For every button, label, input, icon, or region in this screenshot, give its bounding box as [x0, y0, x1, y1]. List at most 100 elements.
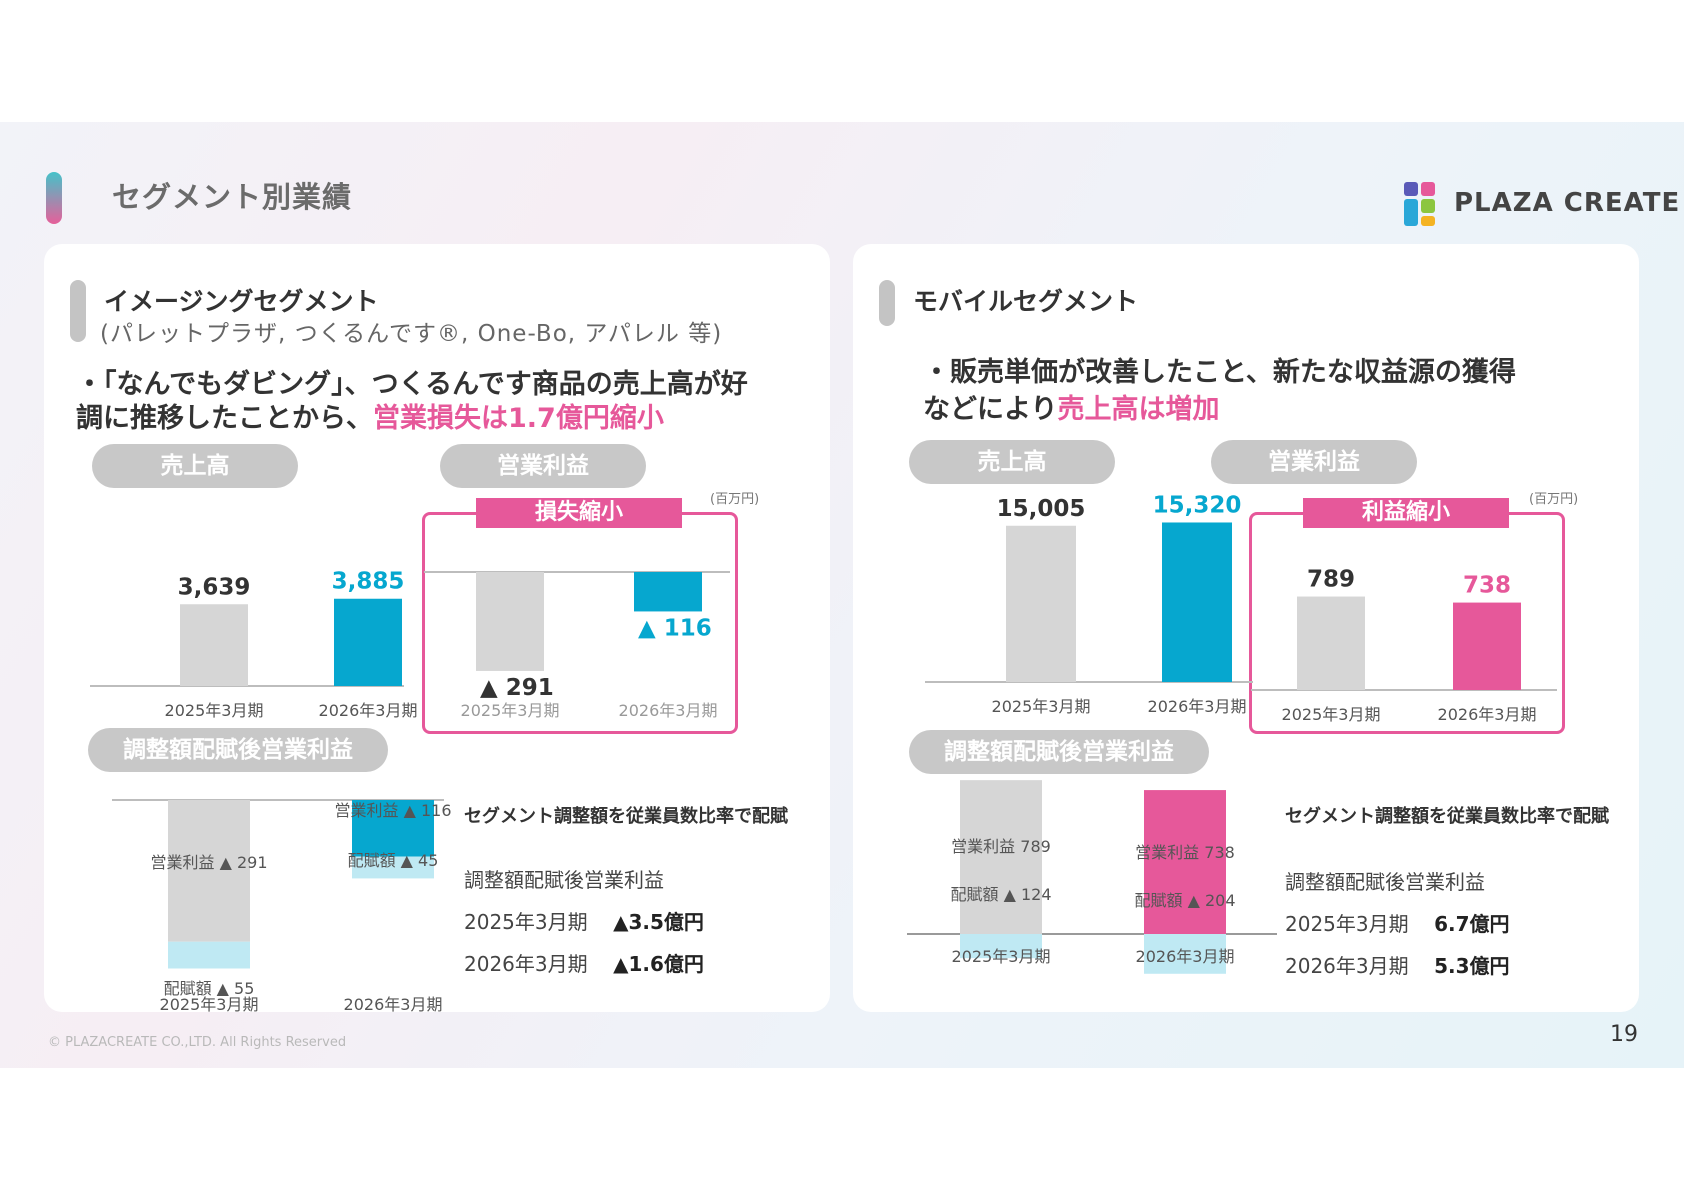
- headline-highlight: 売上高は増加: [1057, 394, 1220, 425]
- headline-highlight: 営業損失は1.7億円縮小: [373, 403, 664, 434]
- note-row-2025: 2025年3月期 6.7億円: [1285, 908, 1510, 937]
- x-tick-label: 2026年3月期: [1148, 697, 1247, 716]
- headline-text: などにより: [923, 394, 1058, 425]
- data-label: 3,885: [332, 569, 405, 595]
- profit-reduction-label: 利益縮小: [1303, 498, 1509, 528]
- bar: [1453, 602, 1521, 690]
- bar-allocation: [1144, 934, 1226, 974]
- copyright-footer: © PLAZACREATE CO.,LTD. All Rights Reserv…: [48, 1035, 347, 1050]
- data-label: 配賦額 ▲ 124: [950, 885, 1051, 904]
- x-tick-label: 2025年3月期: [461, 701, 560, 720]
- data-label: 営業利益 738: [1135, 843, 1235, 862]
- pill-adjusted-profit: 調整額配賦後営業利益: [909, 730, 1209, 774]
- headline-text: 調に推移したことから、: [76, 403, 373, 434]
- segment-accent-bar: [879, 280, 895, 326]
- note-heading: 調整額配賦後営業利益: [1285, 870, 1485, 894]
- imaging-segment-card: イメージングセグメント (パレットプラザ, つくるんです®, One-Bo, ア…: [44, 244, 830, 1014]
- segment-accent-bar: [70, 280, 86, 342]
- x-tick-label: 2025年3月期: [992, 697, 1091, 716]
- bar: [1006, 525, 1076, 682]
- mobile-sales-chart: 15,005 2025年3月期 15,320 2026年3月期: [925, 492, 1253, 716]
- title-accent-bar: [46, 172, 62, 224]
- bar: [180, 604, 248, 686]
- data-label: 789: [1307, 567, 1355, 593]
- loss-reduction-label: 損失縮小: [476, 498, 682, 528]
- note-period: 2026年3月期: [464, 952, 588, 976]
- bar-allocation: [960, 934, 1042, 959]
- mobile-segment-card: モバイルセグメント ・販売単価が改善したこと、新たな収益源の獲得 などにより売上…: [853, 244, 1639, 1012]
- x-tick-label: 2025年3月期: [165, 701, 264, 720]
- plaza-create-logo-icon: [1404, 182, 1435, 226]
- data-label: 配賦額 ▲ 45: [348, 851, 439, 870]
- bar: [1297, 596, 1365, 690]
- segment-subtitle: (パレットプラザ, つくるんです®, One-Bo, アパレル 等): [100, 321, 723, 347]
- bar-allocation: [352, 856, 434, 879]
- bar-allocation: [168, 941, 250, 969]
- headline: ・「なんでもダビング」、つくるんです商品の売上高が好 調に推移したことから、営業…: [76, 368, 748, 436]
- note-heading: 調整額配賦後営業利益: [464, 868, 664, 892]
- unit-label: (百万円): [1529, 492, 1579, 507]
- segment-title: モバイルセグメント: [913, 287, 1139, 316]
- data-label: 営業利益 789: [951, 837, 1051, 856]
- page-number: 19: [1610, 1022, 1638, 1047]
- note-title: セグメント調整額を従業員数比率で配賦: [1285, 806, 1609, 827]
- bar-operating-profit: [168, 800, 250, 942]
- note-period: 2026年3月期: [1285, 954, 1409, 978]
- headline-line1: ・販売単価が改善したこと、新たな収益源の獲得: [923, 357, 1516, 388]
- note-row-2026: 2026年3月期 5.3億円: [1285, 950, 1510, 979]
- x-tick-label: 2026年3月期: [1136, 947, 1235, 966]
- data-label: 15,005: [997, 496, 1086, 522]
- data-label: 配賦額 ▲ 55: [164, 979, 255, 998]
- headline: ・販売単価が改善したこと、新たな収益源の獲得 などにより売上高は増加: [923, 354, 1516, 428]
- data-label: 15,320: [1153, 492, 1242, 518]
- note-value: ▲1.6億円: [613, 952, 704, 976]
- x-tick-label: 2026年3月期: [319, 701, 418, 720]
- bar-operating-profit: [352, 800, 434, 857]
- slide-background: セグメント別業績 PLAZA CREATE イメージングセグメント (パレットプ…: [0, 122, 1684, 1068]
- imaging-sales-chart: 3,639 2025年3月期 3,885 2026年3月期: [90, 569, 417, 720]
- data-label: 3,639: [178, 574, 251, 600]
- bar: [1162, 522, 1232, 682]
- data-label: ▲ 116: [638, 615, 712, 641]
- x-tick-label: 2026年3月期: [619, 701, 718, 720]
- x-tick-label: 2025年3月期: [1282, 705, 1381, 724]
- headline-line1: ・「なんでもダビング」、つくるんです商品の売上高が好: [76, 369, 748, 400]
- note-title: セグメント調整額を従業員数比率で配賦: [464, 806, 788, 827]
- x-tick-label: 2026年3月期: [344, 995, 443, 1014]
- bar-operating-profit: [960, 780, 1042, 934]
- segment-title: イメージングセグメント: [104, 287, 379, 316]
- data-label: 営業利益 ▲ 291: [150, 853, 267, 872]
- pill-sales: 売上高: [909, 440, 1115, 484]
- note-row-2026: 2026年3月期 ▲1.6億円: [464, 948, 704, 977]
- note-value: 6.7億円: [1434, 912, 1510, 936]
- unit-label: (百万円): [710, 492, 760, 507]
- bar: [334, 598, 402, 686]
- bar-operating-profit: [1144, 790, 1226, 934]
- note-value: 5.3億円: [1434, 954, 1510, 978]
- mobile-adjusted-profit-chart: 営業利益 789 配賦額 ▲ 124 2025年3月期 営業利益 738 配賦額 ▲ 2…: [907, 780, 1277, 974]
- pill-adjusted-profit: 調整額配賦後営業利益: [88, 728, 388, 772]
- note-period: 2025年3月期: [464, 910, 588, 934]
- x-tick-label: 2026年3月期: [1438, 705, 1537, 724]
- slide-title: セグメント別業績: [112, 180, 353, 214]
- note-period: 2025年3月期: [1285, 912, 1409, 936]
- data-label: 738: [1463, 573, 1511, 599]
- data-label: ▲ 291: [480, 675, 554, 701]
- pill-sales: 売上高: [92, 444, 298, 488]
- note-row-2025: 2025年3月期 ▲3.5億円: [464, 906, 704, 935]
- pill-operating-profit: 営業利益: [440, 444, 646, 488]
- pill-operating-profit: 営業利益: [1211, 440, 1417, 484]
- bar: [476, 572, 544, 671]
- logo-text: PLAZA CREATE: [1454, 188, 1681, 218]
- x-tick-label: 2025年3月期: [160, 995, 259, 1014]
- x-tick-label: 2025年3月期: [952, 947, 1051, 966]
- data-label: 営業利益 ▲ 116: [334, 801, 451, 820]
- data-label: 配賦額 ▲ 204: [1134, 891, 1235, 910]
- mobile-operating-profit-chart: 789 2025年3月期 738 2026年3月期: [1251, 567, 1557, 724]
- note-value: ▲3.5億円: [613, 910, 704, 934]
- headline-line2: などにより売上高は増加: [923, 391, 1516, 428]
- bar: [634, 572, 702, 612]
- headline-line2: 調に推移したことから、営業損失は1.7億円縮小: [76, 402, 748, 436]
